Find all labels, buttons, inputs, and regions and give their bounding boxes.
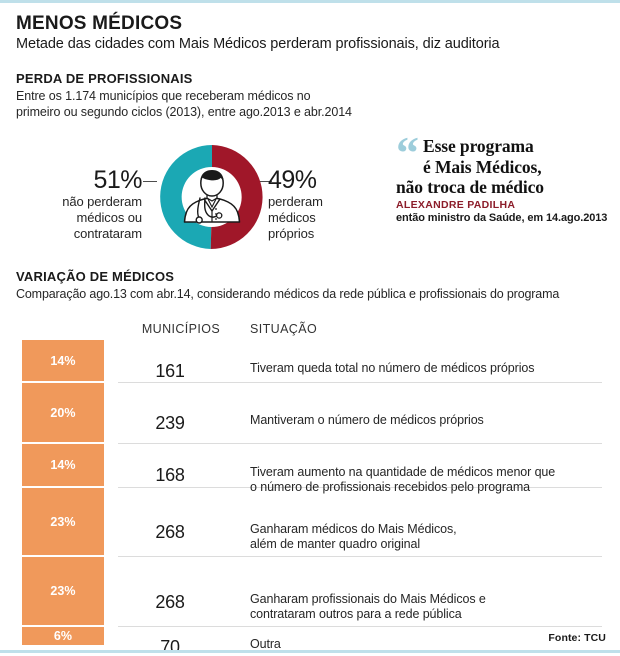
bar-segment: 20% [22,383,104,443]
cell-situacao: Mantiveram o número de médicos próprios [250,413,602,428]
cell-municipios: 239 [155,413,185,434]
table-row: 168 Tiveram aumento na quantidade de médi… [118,444,602,494]
donut-right-desc-line1: perderam [268,194,323,209]
cell-situacao-line1: Tiveram queda total no número de médicos… [250,361,535,376]
quote-author: ALEXANDRE PADILHA [396,198,516,211]
donut-segment-perderam [210,145,263,249]
leader-line-right [258,181,272,182]
bar-segment: 23% [22,557,104,626]
donut-right-desc-line2: médicos [268,210,316,225]
cell-situacao: Ganharam profissionais do Mais Médicos e… [250,592,602,622]
stacked-bar-column: 14% 20% 14% 23% 23% 6% [22,340,104,645]
bar-segment-percent: 23% [50,514,76,529]
bar-segment-percent: 14% [50,457,76,472]
cell-situacao: Outra [250,637,602,652]
bar-segment: 6% [22,627,104,645]
donut-chart-svg [160,145,263,249]
quote-line3: não troca de médico [396,177,544,197]
cell-situacao: Tiveram queda total no número de médicos… [250,361,602,376]
section2-description: Comparação ago.13 com abr.14, consideran… [16,287,560,301]
page-title: MENOS MÉDICOS [16,13,183,34]
donut-left-desc-line1: não perderam [62,194,142,209]
source-note: Fonte: TCU [548,632,606,644]
column-header-situacao: SITUAÇÃO [250,322,318,336]
section1-description-line2: primeiro ou segundo ciclos (2013), entre… [16,105,352,119]
section1-description-line1: Entre os 1.174 municípios que receberam … [16,89,311,103]
leader-line-left [143,181,157,182]
table-row: 161 Tiveram queda total no número de médi… [118,340,602,384]
page-subtitle: Metade das cidades com Mais Médicos perd… [16,36,500,52]
cell-situacao-line1: Mantiveram o número de médicos próprios [250,413,484,428]
bar-segment-percent: 6% [53,629,73,644]
quote-mark-icon: “ [396,127,419,178]
table-row: 239 Mantiveram o número de médicos própri… [118,383,602,445]
donut-left-desc-line3: contrataram [73,226,142,241]
top-divider-rule [0,0,620,3]
cell-situacao-line2: além de manter quadro original [250,537,421,552]
cell-municipios: 268 [155,591,185,612]
cell-municipios: 70 [160,637,180,656]
donut-right-description: perderam médicos próprios [268,194,400,242]
bar-segment: 14% [22,340,104,382]
donut-left-percent: 51% [93,166,142,194]
quote-author-role: então ministro da Saúde, em 14.ago.2013 [396,211,608,224]
donut-left-description: não perderam médicos ou contrataram [10,194,142,242]
section2-title: VARIAÇÃO DE MÉDICOS [16,269,175,284]
cell-situacao-line1: Tiveram aumento na quantidade de médicos… [250,465,556,480]
cell-situacao-line1: Ganharam médicos do Mais Médicos, [250,522,457,537]
cell-situacao-line2: contrataram outros para a rede pública [250,606,462,621]
bottom-divider-rule [0,650,620,653]
cell-situacao: Ganharam médicos do Mais Médicos, além de… [250,522,602,552]
donut-chart [150,135,274,259]
donut-label-left: 51% não perderam médicos ou contrataram [10,166,142,242]
quote-text: Esse programa é Mais Médicos, não troca … [396,136,611,198]
section1-description: Entre os 1.174 municípios que receberam … [16,88,352,120]
donut-segment-nao-perderam [160,145,212,249]
table-body: 161 Tiveram queda total no número de médi… [118,340,602,656]
section1-title: PERDA DE PROFISSIONAIS [16,71,193,86]
bar-segment-percent: 20% [50,405,76,420]
quote-line2: é Mais Médicos, [423,156,542,177]
doctor-icon [183,170,241,224]
donut-label-right: 49% perderam médicos próprios [268,166,400,242]
donut-right-percent: 49% [268,166,317,194]
column-header-municipios: MUNICÍPIOS [141,322,221,336]
table-row: 70 Outra [118,627,602,656]
quote-block: “ Esse programa é Mais Médicos, não troc… [396,127,611,224]
table-row: 268 Ganharam profissionais do Mais Médico… [118,557,602,628]
bar-segment-percent: 23% [50,584,76,599]
cell-situacao-line1: Ganharam profissionais do Mais Médicos e [250,591,486,606]
bar-segment-percent: 14% [50,353,76,368]
cell-situacao: Tiveram aumento na quantidade de médicos… [250,465,602,495]
bar-segment: 14% [22,444,104,486]
cell-municipios: 161 [155,361,185,382]
cell-municipios: 168 [155,465,185,486]
bar-segment: 23% [22,487,104,556]
quote-line1: Esse programa [423,136,534,156]
cell-situacao-line2: o número de profissionais recebidos pelo… [250,480,530,495]
donut-right-desc-line3: próprios [268,226,315,241]
cell-municipios: 268 [155,522,185,543]
donut-left-desc-line2: médicos ou [76,210,143,225]
cell-situacao-line1: Outra [250,637,281,652]
table-row: 268 Ganharam médicos do Mais Médicos, além… [118,488,602,558]
